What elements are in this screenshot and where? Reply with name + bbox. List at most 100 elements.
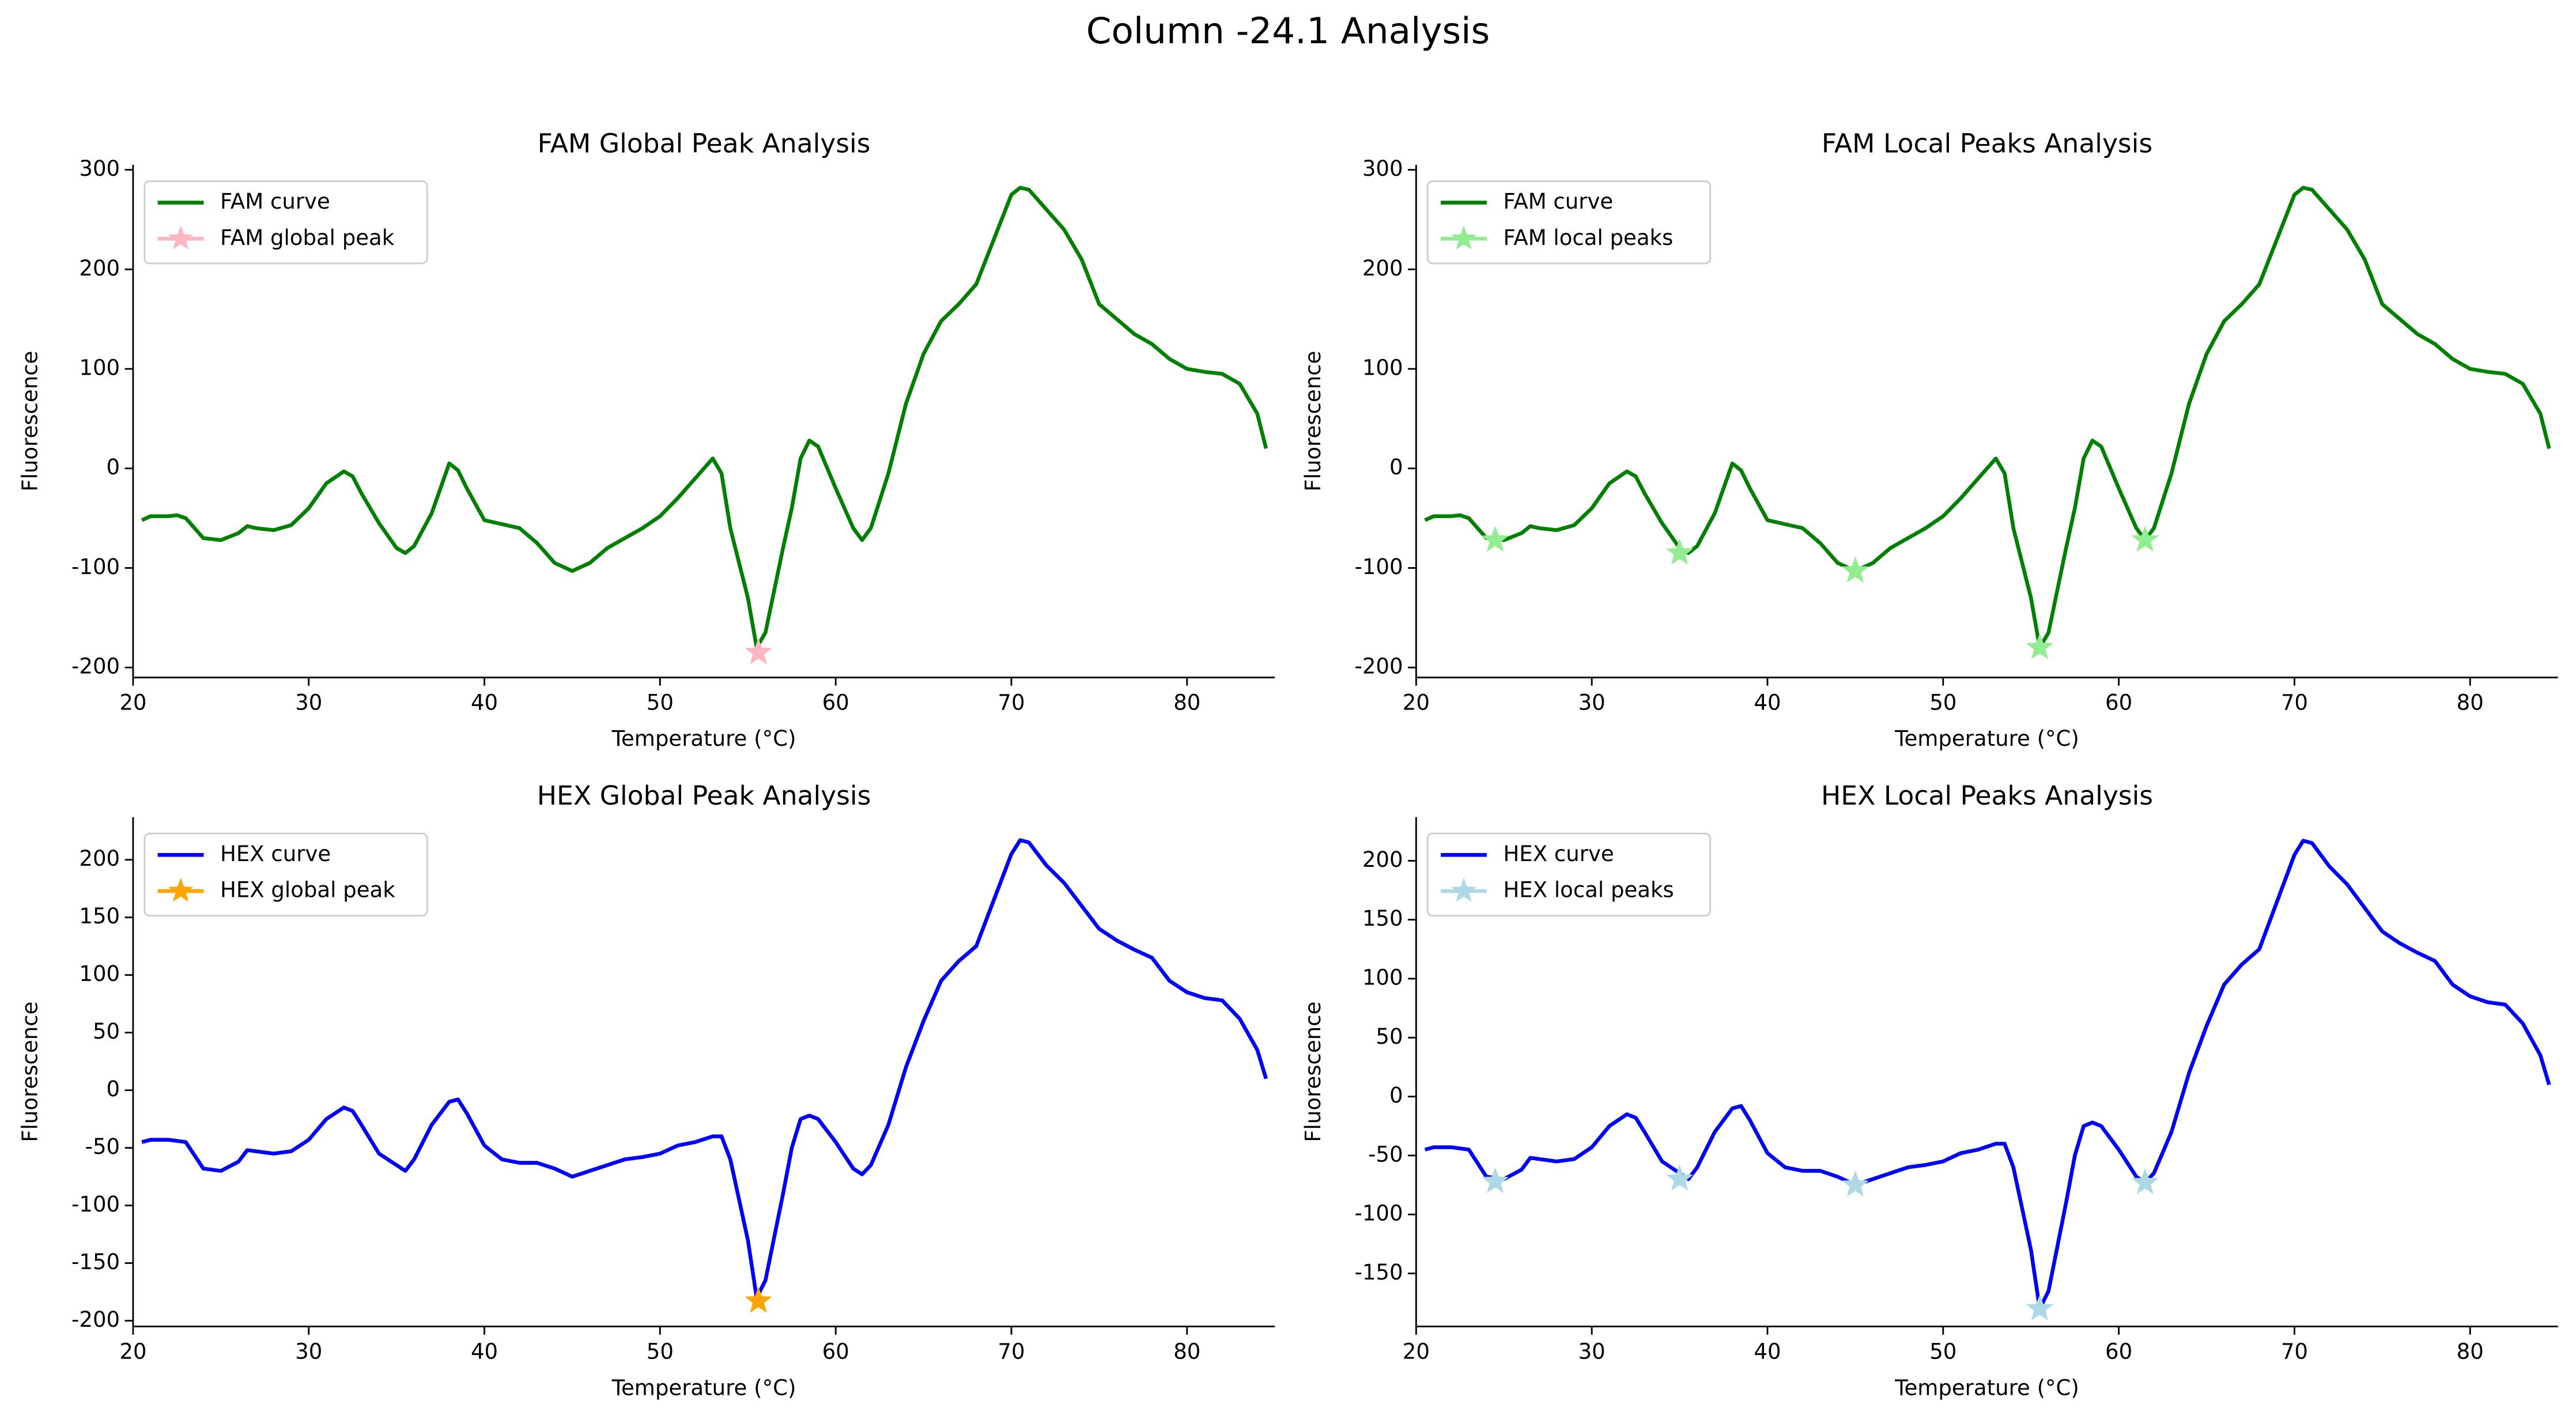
legend-box: [1426, 180, 1712, 265]
legend-label: HEX global peak: [220, 878, 395, 903]
x-tick-label: 30: [1578, 690, 1606, 715]
peak-marker: [1481, 1167, 1509, 1193]
y-tick-label: -100: [71, 1192, 120, 1217]
y-tick-label: -50: [1368, 1142, 1403, 1167]
y-tick-label: 300: [1362, 156, 1403, 181]
y-tick-label: 200: [1362, 256, 1403, 281]
x-tick-label: 40: [471, 1339, 498, 1364]
y-tick-label: -200: [1354, 654, 1403, 679]
legend-box: [143, 832, 428, 917]
y-axis-label: Fluorescence: [1301, 351, 1325, 492]
legend-label: FAM curve: [1503, 189, 1613, 214]
legend-label: FAM local peaks: [1503, 225, 1673, 250]
legend-box: [1426, 832, 1712, 917]
x-tick-label: 80: [2457, 690, 2484, 715]
legend-marker: [168, 225, 194, 250]
x-axis-label: Temperature (°C): [611, 726, 796, 751]
y-axis-label: Fluorescence: [18, 1002, 43, 1142]
curve: [1424, 839, 2551, 1311]
peak-marker: [745, 638, 772, 665]
x-tick-label: 20: [1403, 1339, 1430, 1364]
y-tick-label: -100: [1354, 1201, 1403, 1226]
legend-marker: [1451, 878, 1476, 902]
x-tick-label: 60: [2105, 1339, 2132, 1364]
x-axis-label: Temperature (°C): [1894, 726, 2079, 751]
y-tick-label: -200: [71, 1307, 120, 1332]
x-tick-label: 20: [1403, 690, 1430, 715]
y-tick-label: 300: [79, 156, 120, 181]
y-tick-label: 200: [1362, 847, 1403, 872]
legend-marker: [168, 878, 194, 902]
y-axis-label: Fluorescence: [1301, 1002, 1325, 1142]
peak-marker: [1481, 526, 1509, 552]
x-tick-label: 30: [295, 690, 322, 715]
legend-label: FAM curve: [220, 189, 330, 214]
legend-label: HEX curve: [1503, 841, 1614, 866]
x-tick-label: 60: [822, 690, 849, 715]
x-tick-label: 40: [1754, 1339, 1781, 1364]
y-tick-label: 50: [1376, 1024, 1403, 1049]
legend-marker: [1451, 225, 1476, 250]
y-tick-label: -50: [85, 1134, 120, 1159]
figure-title: Column -24.1 Analysis: [1086, 10, 1490, 52]
x-tick-label: 80: [2457, 1339, 2484, 1364]
legend-label: HEX curve: [220, 841, 331, 866]
y-tick-label: -100: [1354, 554, 1403, 579]
x-tick-label: 20: [119, 1339, 146, 1364]
x-tick-label: 30: [295, 1339, 322, 1364]
y-tick-label: -200: [71, 654, 120, 679]
peak-marker: [2131, 526, 2159, 552]
y-tick-label: 200: [79, 846, 120, 871]
y-tick-label: -150: [71, 1250, 120, 1274]
axes-title: HEX Global Peak Analysis: [537, 780, 871, 811]
y-tick-label: 100: [1362, 965, 1403, 990]
peak-marker: [2131, 1168, 2159, 1195]
x-tick-label: 80: [1173, 1339, 1200, 1364]
x-tick-label: 70: [998, 1339, 1025, 1364]
x-axis-label: Temperature (°C): [611, 1375, 796, 1400]
axes-title: HEX Local Peaks Analysis: [1821, 780, 2153, 811]
axes-title: FAM Local Peaks Analysis: [1822, 128, 2152, 158]
y-axis-label: Fluorescence: [18, 351, 43, 492]
x-tick-label: 50: [1929, 1339, 1956, 1364]
x-tick-label: 60: [2105, 690, 2132, 715]
curve: [141, 838, 1268, 1300]
peak-marker: [745, 1286, 772, 1313]
y-tick-label: 100: [79, 356, 120, 380]
x-tick-label: 60: [822, 1339, 849, 1364]
y-tick-label: 100: [1362, 356, 1403, 380]
x-tick-label: 30: [1578, 1339, 1606, 1364]
peak-marker: [2026, 1294, 2054, 1320]
legend-label: FAM global peak: [220, 225, 395, 250]
y-tick-label: 0: [1389, 1083, 1403, 1108]
y-tick-label: 50: [93, 1019, 120, 1044]
y-tick-label: 150: [79, 904, 120, 929]
y-tick-label: 150: [1362, 906, 1403, 931]
y-tick-label: -100: [71, 554, 120, 579]
x-tick-label: 70: [998, 690, 1025, 715]
curve: [1424, 186, 2551, 650]
peak-marker: [1665, 1164, 1694, 1191]
peak-marker: [1841, 556, 1869, 583]
peak-marker: [1841, 1171, 1869, 1197]
x-tick-label: 40: [471, 690, 498, 715]
y-tick-label: -150: [1354, 1260, 1403, 1285]
peak-marker: [2026, 633, 2054, 659]
x-tick-label: 50: [1929, 690, 1956, 715]
y-tick-label: 0: [107, 1077, 120, 1101]
x-tick-label: 40: [1754, 690, 1781, 715]
x-tick-label: 20: [119, 690, 146, 715]
curve: [141, 186, 1268, 650]
x-tick-label: 50: [647, 690, 674, 715]
x-tick-label: 70: [2281, 1339, 2308, 1364]
legend-box: [143, 180, 428, 265]
legend-label: HEX local peaks: [1503, 878, 1674, 903]
y-tick-label: 200: [79, 256, 120, 281]
axes-title: FAM Global Peak Analysis: [538, 128, 871, 158]
x-tick-label: 70: [2281, 690, 2308, 715]
x-tick-label: 50: [647, 1339, 674, 1364]
x-axis-label: Temperature (°C): [1894, 1375, 2079, 1400]
y-tick-label: 0: [107, 455, 120, 480]
